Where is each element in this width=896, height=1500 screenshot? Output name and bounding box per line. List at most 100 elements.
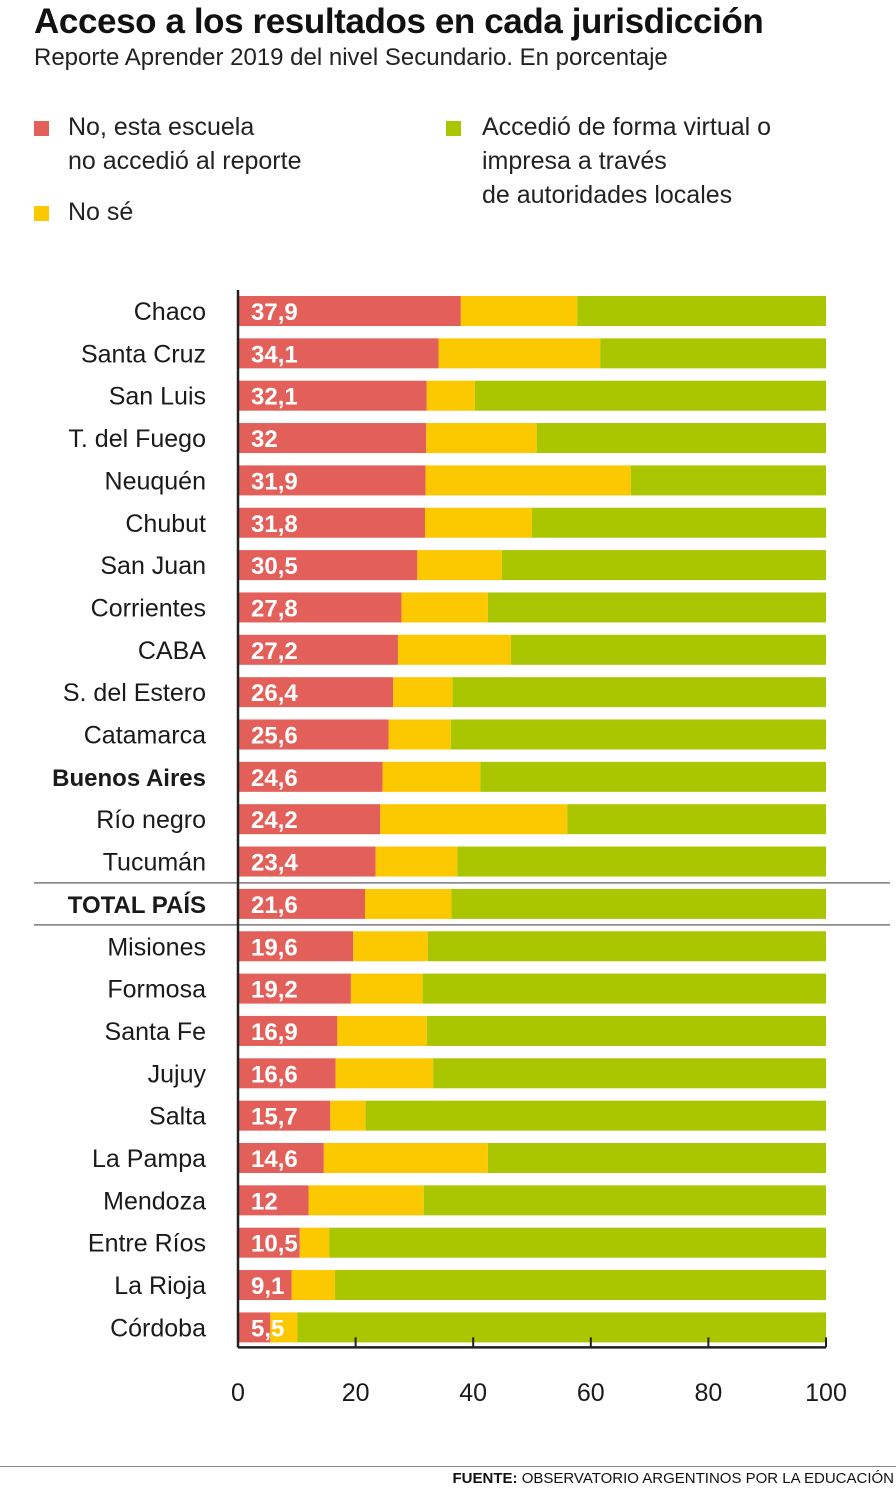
x-tick-label-60: 60 [577,1379,605,1407]
bar-salta-series-2 [365,1100,826,1131]
bar-salta-series-1 [330,1100,366,1131]
data-label-formosa: 19,2 [251,977,298,1004]
page-subtitle: Reporte Aprender 2019 del nivel Secundar… [34,44,668,71]
bar-s-del-estero-series-1 [393,677,453,708]
bar-misiones-series-1 [353,931,428,962]
data-label-rio-negro: 24,2 [251,807,298,834]
category-label-formosa: Formosa [107,976,206,1004]
bar-santa-fe-series-0 [238,1015,338,1046]
data-label-total-pais: 21,6 [251,892,298,919]
bar-buenos-aires-series-0 [238,761,383,792]
source-note: FUENTE: OBSERVATORIO ARGENTINOS POR LA E… [453,1470,894,1487]
bar-formosa-series-2 [422,973,826,1004]
bar-tucuman-series-2 [457,846,826,877]
bar-formosa-series-1 [350,973,423,1004]
bar-buenos-aires-series-1 [382,761,481,792]
bar-entre-rios-series-2 [329,1227,826,1258]
bar-catamarca-series-0 [238,719,389,750]
data-label-t-del-fuego: 32 [251,426,278,453]
legend-swatch-red [34,121,49,136]
data-label-corrientes: 27,8 [251,595,298,622]
bar-mendoza-series-2 [423,1185,826,1216]
bar-caba-series-0 [238,634,398,665]
source-text: OBSERVATORIO ARGENTINOS POR LA EDUCACIÓN [521,1470,894,1487]
bar-corrientes-series-2 [487,592,826,623]
bar-formosa-series-0 [238,973,351,1004]
category-label-t-del-fuego: T. del Fuego [68,425,206,453]
bar-santa-cruz-series-0 [238,338,439,369]
bar-neuquen-series-1 [425,465,631,496]
data-label-caba: 27,2 [251,638,298,665]
bar-la-pampa-series-0 [238,1143,324,1173]
category-label-santa-fe: Santa Fe [105,1018,206,1046]
category-label-jujuy: Jujuy [148,1060,207,1088]
bar-total-pais-series-0 [238,888,366,919]
category-label-la-pampa: La Pampa [92,1145,206,1173]
x-tick-label-100: 100 [805,1379,847,1407]
bar-cordoba-series-0 [238,1312,271,1343]
legend-label-no-accedio: No, esta escuela no accedió al reporte [68,113,302,175]
category-label-buenos-aires: Buenos Aires [52,765,206,792]
bar-la-rioja-series-0 [238,1270,292,1301]
data-label-santa-cruz: 34,1 [251,341,298,368]
bar-s-del-estero-series-2 [452,677,826,708]
x-tick-label-40: 40 [459,1379,487,1407]
stacked-bar-chart: Chaco 37,9 Santa Cruz 34,1 San Luis 32,1 T. de… [34,290,890,1407]
bar-chubut-series-2 [532,507,826,538]
bar-chubut-series-1 [424,507,532,538]
category-label-entre-rios: Entre Ríos [88,1230,206,1258]
bar-santa-cruz-series-2 [600,338,826,369]
bar-rio-negro-series-1 [380,804,568,835]
data-label-jujuy: 16,6 [251,1061,298,1088]
bar-jujuy-series-2 [433,1058,826,1089]
page-title: Acceso a los resultados en cada jurisdic… [34,2,764,41]
data-label-chaco: 37,9 [251,299,298,326]
category-label-cordoba: Córdoba [110,1314,206,1342]
category-label-mendoza: Mendoza [103,1187,206,1215]
category-label-chaco: Chaco [134,298,206,326]
bar-rio-negro-series-2 [567,804,826,835]
category-label-neuquen: Neuquén [105,467,206,495]
bar-entre-rios-series-0 [238,1227,300,1258]
bar-neuquen-series-0 [238,465,426,496]
category-label-la-rioja: La Rioja [114,1272,206,1300]
data-label-buenos-aires: 24,6 [251,765,298,792]
bar-caba-series-1 [397,634,511,665]
bar-san-juan-series-2 [502,550,826,581]
bar-entre-rios-series-1 [299,1227,330,1258]
data-label-neuquen: 31,9 [251,468,298,495]
bar-corrientes-series-1 [401,592,488,623]
category-label-corrientes: Corrientes [91,594,206,622]
bar-chaco-series-0 [238,296,461,326]
x-tick-label-80: 80 [694,1379,722,1407]
legend-swatch-green [446,121,461,136]
data-label-cordoba: 5,5 [251,1315,284,1342]
data-label-la-pampa: 14,6 [251,1146,298,1173]
category-label-total-pais: TOTAL PAÍS [68,891,206,919]
bar-la-pampa-series-1 [323,1143,488,1173]
bar-mendoza-series-0 [238,1185,309,1216]
category-label-san-luis: San Luis [109,383,206,411]
x-tick-label-0: 0 [231,1379,245,1407]
data-label-catamarca: 25,6 [251,723,298,750]
bar-chaco-series-1 [460,296,578,326]
category-label-rio-negro: Río negro [96,806,206,834]
bar-chaco-series-2 [577,296,826,326]
bar-la-pampa-series-2 [487,1143,826,1173]
category-label-caba: CABA [138,637,206,665]
bar-catamarca-series-1 [388,719,451,750]
data-label-salta: 15,7 [251,1104,298,1131]
bar-t-del-fuego-series-0 [238,423,427,454]
bar-total-pais-series-2 [451,888,826,919]
bar-san-luis-series-2 [474,380,826,411]
bar-s-del-estero-series-0 [238,677,394,708]
data-label-tucuman: 23,4 [251,850,298,877]
bar-salta-series-0 [238,1100,331,1131]
bar-t-del-fuego-series-2 [536,423,826,454]
bar-misiones-series-0 [238,931,354,962]
category-label-s-del-estero: S. del Estero [63,679,206,707]
bar-cordoba-series-1 [270,1312,298,1343]
bar-san-luis-series-0 [238,380,427,411]
category-label-salta: Salta [149,1103,206,1131]
bar-caba-series-2 [510,634,826,665]
